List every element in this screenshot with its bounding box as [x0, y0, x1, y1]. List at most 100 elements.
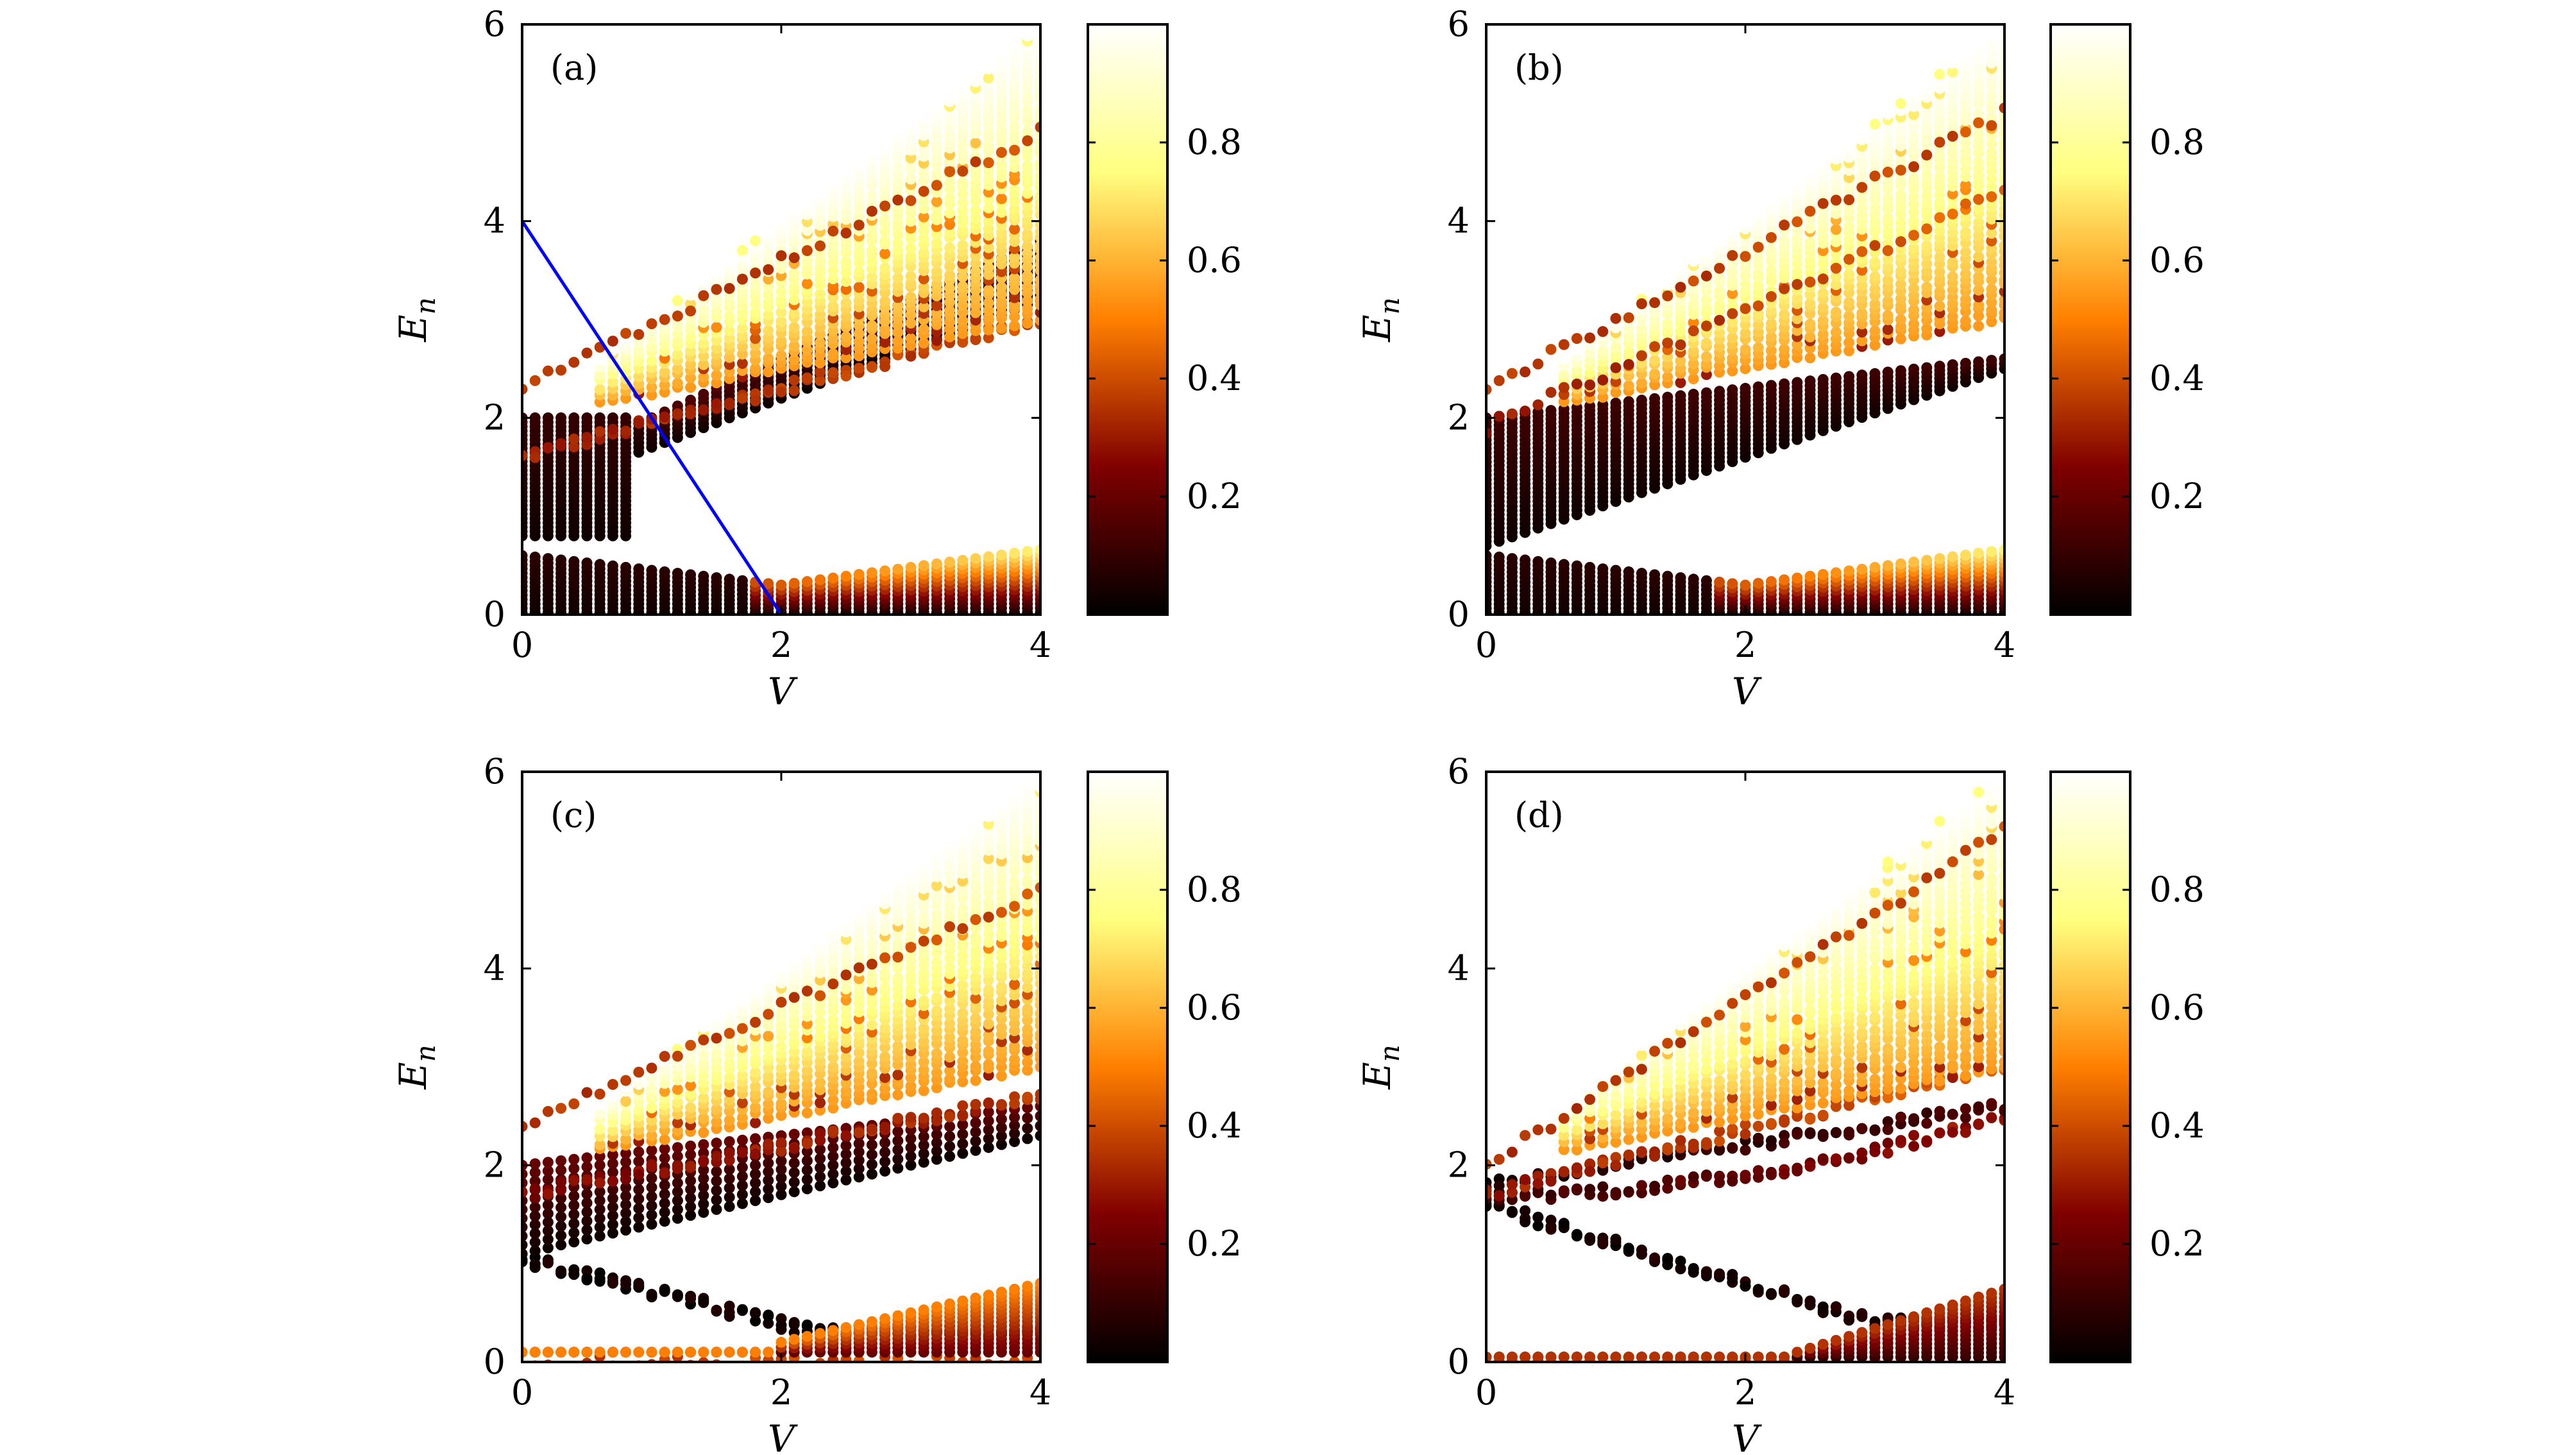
data-point [1986, 284, 1997, 295]
data-point [1921, 121, 1933, 132]
data-point [542, 1216, 554, 1228]
data-point [1804, 165, 1816, 176]
data-point [1973, 284, 1985, 296]
data-point [1908, 191, 1920, 203]
data-point [1649, 306, 1661, 318]
data-point [711, 321, 722, 333]
data-point [892, 1126, 904, 1137]
data-point [1714, 243, 1725, 255]
data-point [1817, 198, 1829, 209]
data-point [646, 382, 657, 393]
data-point [1779, 344, 1790, 355]
data-point [1636, 350, 1647, 361]
data-point [646, 1144, 657, 1156]
data-point [905, 333, 917, 345]
data-point [788, 1128, 800, 1140]
data-point [1882, 310, 1894, 321]
data-point [1752, 577, 1764, 589]
data-point [815, 366, 826, 378]
data-point [1520, 366, 1531, 378]
data-point [1765, 576, 1777, 587]
data-point [1792, 225, 1803, 236]
data-point [788, 268, 800, 279]
data-point [1869, 561, 1881, 573]
data-point [801, 225, 813, 236]
data-point [646, 1209, 657, 1221]
data-point [801, 278, 813, 289]
data-point [542, 1208, 554, 1220]
data-point [672, 568, 683, 579]
data-point [698, 1297, 709, 1308]
data-point [1636, 323, 1647, 334]
data-point [879, 139, 891, 150]
data-point [1662, 290, 1674, 302]
data-point [1779, 283, 1790, 294]
data-point [970, 110, 981, 121]
data-point [1610, 342, 1622, 353]
data-point [957, 166, 969, 177]
data-point [957, 1119, 969, 1130]
data-point [1934, 266, 1945, 278]
data-point [1009, 183, 1021, 195]
data-point [866, 567, 877, 579]
data-point [866, 205, 877, 217]
data-point [1688, 255, 1699, 267]
data-point [555, 1220, 567, 1232]
x-tick-label: 4 [1994, 625, 2015, 665]
data-point [724, 1201, 735, 1212]
data-point [698, 389, 709, 400]
data-point [711, 294, 722, 305]
data-point [1934, 361, 1945, 372]
data-point [892, 563, 904, 575]
data-point [879, 262, 891, 274]
data-point [711, 265, 722, 277]
data-point [1740, 327, 1751, 339]
data-point [788, 340, 800, 352]
data-point [568, 556, 580, 567]
data-point [633, 1221, 645, 1233]
data-point [983, 297, 994, 309]
data-point [1009, 272, 1021, 284]
data-point [620, 1156, 632, 1168]
data-point [1817, 342, 1829, 353]
data-point [1908, 363, 1920, 375]
data-point [879, 1156, 891, 1168]
data-point [633, 563, 645, 575]
data-point [775, 1164, 787, 1175]
data-point [944, 1141, 956, 1152]
data-point [983, 1289, 994, 1301]
data-point [1688, 373, 1699, 384]
data-point [788, 1177, 800, 1188]
data-point [1986, 98, 1997, 109]
data-point [892, 336, 904, 347]
data-point [1610, 397, 1622, 409]
data-point [1986, 355, 1997, 366]
y-axis-label-group: En [391, 297, 441, 342]
data-point [698, 1207, 709, 1218]
data-point [944, 282, 956, 294]
data-point [983, 216, 994, 227]
data-point [944, 87, 956, 98]
data-point [594, 1273, 606, 1284]
data-point [1921, 323, 1933, 334]
data-point [1636, 298, 1647, 309]
data-point [542, 1165, 554, 1177]
data-point [672, 1151, 683, 1162]
data-point [1009, 292, 1021, 303]
data-point [1999, 137, 2004, 149]
data-point [1022, 295, 1033, 307]
data-point [905, 250, 917, 262]
data-point [568, 1227, 580, 1239]
data-point [685, 372, 697, 384]
data-point [1830, 176, 1842, 187]
data-point [763, 384, 774, 396]
data-point [698, 371, 709, 383]
data-point [1895, 189, 1906, 200]
data-point [529, 1347, 541, 1358]
data-point [905, 173, 917, 185]
data-point [1999, 26, 2004, 37]
data-point [801, 1331, 813, 1342]
data-point [1688, 317, 1699, 328]
data-point [1960, 171, 1971, 182]
data-point [905, 291, 917, 303]
